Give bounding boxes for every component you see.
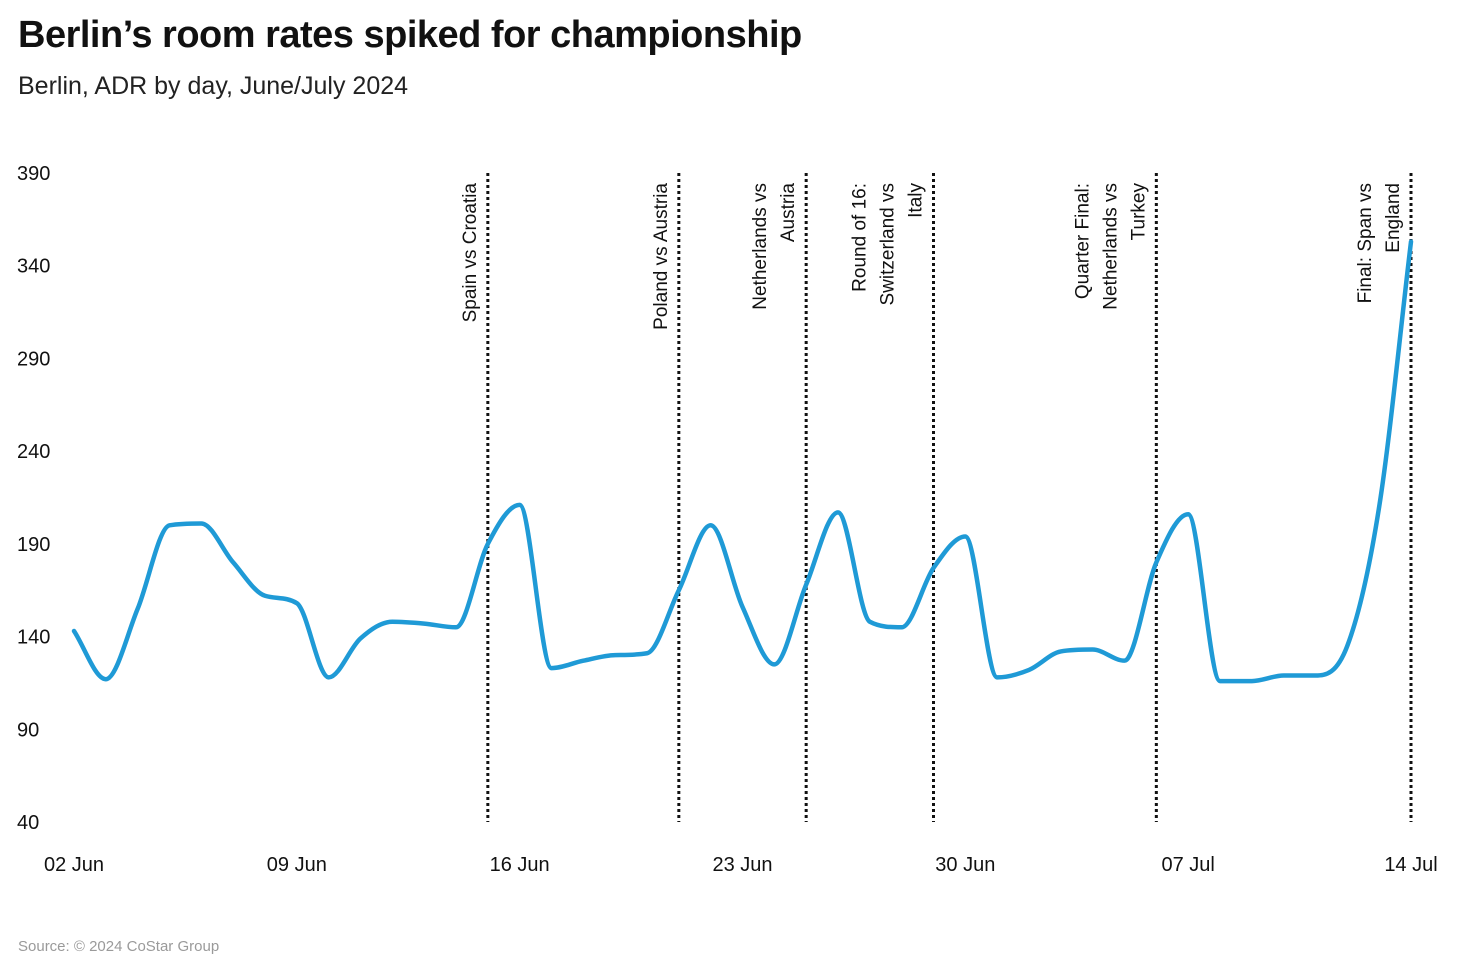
y-axis: 40 90 140 190 240 290 340 390 bbox=[17, 163, 50, 834]
data-point bbox=[231, 560, 235, 564]
y-tick-label: 390 bbox=[17, 163, 50, 185]
data-point bbox=[104, 677, 108, 681]
data-point bbox=[1377, 505, 1381, 509]
y-tick-label: 90 bbox=[17, 719, 39, 741]
data-point bbox=[167, 523, 171, 527]
data-point bbox=[677, 588, 681, 592]
data-point bbox=[422, 621, 426, 625]
data-point bbox=[1345, 644, 1349, 648]
data-point bbox=[963, 534, 967, 538]
line-chart: 40 90 140 190 240 290 340 390 02 Jun 09 Jun 16 Ju… bbox=[17, 163, 1438, 876]
x-tick-label: 30 Jun bbox=[935, 854, 995, 876]
y-tick-label: 340 bbox=[17, 256, 50, 278]
data-point bbox=[740, 605, 744, 609]
data-point bbox=[199, 521, 203, 525]
data-point bbox=[1027, 668, 1031, 672]
y-tick-label: 40 bbox=[17, 812, 39, 834]
x-tick-label: 16 Jun bbox=[490, 854, 550, 876]
chart-subtitle: Berlin, ADR by day, June/July 2024 bbox=[18, 72, 409, 100]
adr-series-line bbox=[71, 239, 1414, 684]
data-point bbox=[868, 620, 872, 624]
data-point bbox=[326, 675, 330, 679]
data-point bbox=[581, 658, 585, 662]
data-point bbox=[263, 594, 267, 598]
data-point bbox=[549, 666, 553, 670]
y-tick-label: 140 bbox=[17, 627, 50, 649]
data-point bbox=[1090, 647, 1094, 651]
y-tick-label: 240 bbox=[17, 441, 50, 463]
x-tick-label: 09 Jun bbox=[267, 854, 327, 876]
data-point bbox=[772, 662, 776, 666]
data-point bbox=[804, 582, 808, 586]
data-point bbox=[295, 601, 299, 605]
data-point bbox=[1186, 512, 1190, 516]
data-point bbox=[1281, 673, 1285, 677]
data-point bbox=[1218, 679, 1222, 683]
x-tick-label: 23 Jun bbox=[712, 854, 772, 876]
data-point bbox=[486, 542, 490, 546]
data-point bbox=[1250, 679, 1254, 683]
event-label: Round of 16: Switzerland vs Italy bbox=[850, 183, 927, 306]
x-axis: 02 Jun 09 Jun 16 Jun 23 Jun 30 Jun 07 Jul 14 J… bbox=[44, 854, 1438, 876]
y-tick-label: 190 bbox=[17, 534, 50, 556]
series-layer bbox=[71, 239, 1414, 684]
data-point bbox=[645, 651, 649, 655]
source-note: Source: © 2024 CoStar Group bbox=[18, 938, 220, 955]
event-label: Final: Span vs England bbox=[1355, 183, 1404, 303]
data-point bbox=[454, 625, 458, 629]
data-point bbox=[1154, 560, 1158, 564]
data-point bbox=[1059, 649, 1063, 653]
event-label: Quarter Final: Netherlands vs Turkey bbox=[1072, 183, 1149, 310]
data-point bbox=[72, 629, 76, 633]
x-tick-label: 07 Jul bbox=[1161, 854, 1214, 876]
event-label: Poland vs Austria bbox=[651, 183, 672, 330]
data-point bbox=[1409, 239, 1413, 243]
event-markers: Spain vs Croatia Poland vs Austria Netherl… bbox=[460, 173, 1413, 822]
x-tick-label: 02 Jun bbox=[44, 854, 104, 876]
data-point bbox=[517, 503, 521, 507]
data-point bbox=[995, 675, 999, 679]
y-tick-label: 290 bbox=[17, 348, 50, 370]
data-point bbox=[836, 510, 840, 514]
data-point bbox=[931, 566, 935, 570]
data-point bbox=[1313, 673, 1317, 677]
data-point bbox=[1122, 658, 1126, 662]
data-point bbox=[899, 625, 903, 629]
data-point bbox=[708, 523, 712, 527]
data-point bbox=[135, 607, 139, 611]
data-point bbox=[613, 653, 617, 657]
event-label: Netherlands vs Austria bbox=[750, 183, 799, 310]
x-tick-label: 14 Jul bbox=[1384, 854, 1437, 876]
chart-title: Berlin’s room rates spiked for champions… bbox=[18, 14, 802, 56]
data-point bbox=[390, 620, 394, 624]
data-point bbox=[358, 636, 362, 640]
event-label: Spain vs Croatia bbox=[460, 183, 481, 323]
